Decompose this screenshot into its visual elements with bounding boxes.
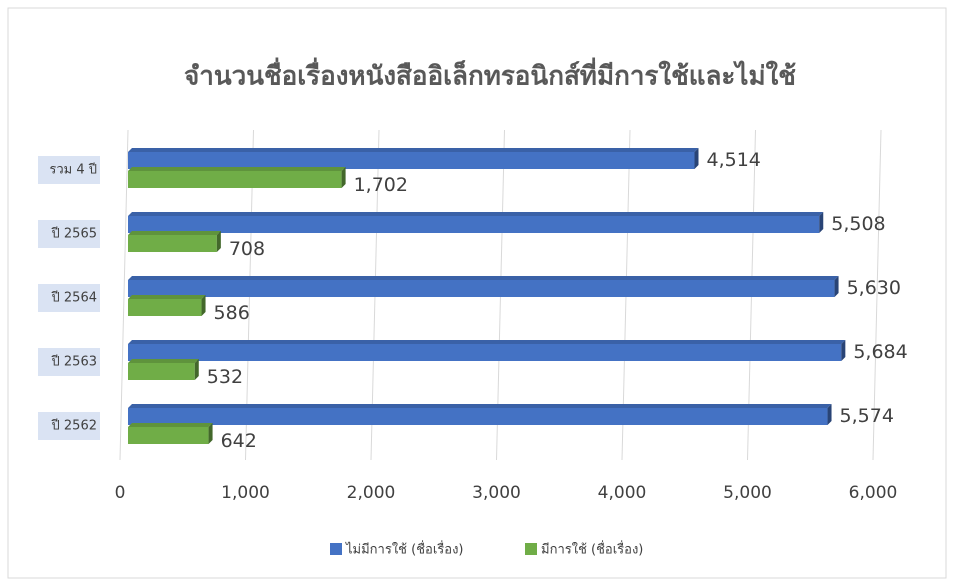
y-tick-label: ปี 2564	[51, 290, 97, 306]
data-label: 5,508	[831, 213, 885, 235]
data-label: 1,702	[354, 174, 408, 196]
bar-top-face	[128, 295, 206, 299]
x-tick-label: 1,000	[221, 483, 270, 503]
bar-top-face	[128, 404, 832, 408]
data-label: 642	[221, 430, 257, 452]
x-tick-label: 5,000	[723, 483, 772, 503]
legend-swatch	[330, 543, 342, 555]
data-label: 532	[207, 366, 243, 388]
x-tick-label: 4,000	[598, 483, 647, 503]
x-tick-label: 3,000	[472, 483, 521, 503]
bar-top-face	[128, 148, 699, 152]
bar	[128, 171, 342, 188]
x-tick-label: 0	[115, 483, 126, 503]
bar	[128, 280, 835, 297]
data-label: 5,684	[853, 341, 907, 363]
legend-label: ไม่มีการใช้ (ชื่อเรื่อง)	[345, 541, 464, 558]
bar	[128, 344, 841, 361]
bar	[128, 216, 819, 233]
bar	[128, 408, 828, 425]
bar-top-face	[128, 359, 199, 363]
data-label: 5,630	[847, 277, 901, 299]
legend-label: มีการใช้ (ชื่อเรื่อง)	[541, 541, 643, 558]
x-tick-label: 6,000	[849, 483, 898, 503]
bar	[128, 299, 202, 316]
bar-top-face	[128, 423, 213, 427]
bar-top-face	[128, 212, 823, 216]
data-label: 586	[214, 302, 250, 324]
chart: จำนวนชื่อเรื่องหนังสืออิเล็กทรอนิกส์ที่ม…	[0, 0, 954, 584]
bar	[128, 152, 695, 169]
chart-title: จำนวนชื่อเรื่องหนังสืออิเล็กทรอนิกส์ที่ม…	[184, 57, 796, 92]
bar-top-face	[128, 276, 839, 280]
x-tick-label: 2,000	[347, 483, 396, 503]
data-label: 5,574	[840, 405, 894, 427]
bar	[128, 235, 217, 252]
bar	[128, 363, 195, 380]
bar-top-face	[128, 231, 221, 235]
legend-swatch	[525, 543, 537, 555]
bar-top-face	[128, 167, 346, 171]
data-label: 4,514	[707, 149, 761, 171]
y-tick-label: ปี 2562	[51, 418, 97, 434]
y-tick-label: ปี 2565	[51, 226, 97, 242]
y-tick-label: รวม 4 ปี	[49, 162, 97, 178]
data-label: 708	[229, 238, 265, 260]
bar-top-face	[128, 340, 845, 344]
bar	[128, 427, 209, 444]
y-tick-label: ปี 2563	[51, 354, 97, 370]
